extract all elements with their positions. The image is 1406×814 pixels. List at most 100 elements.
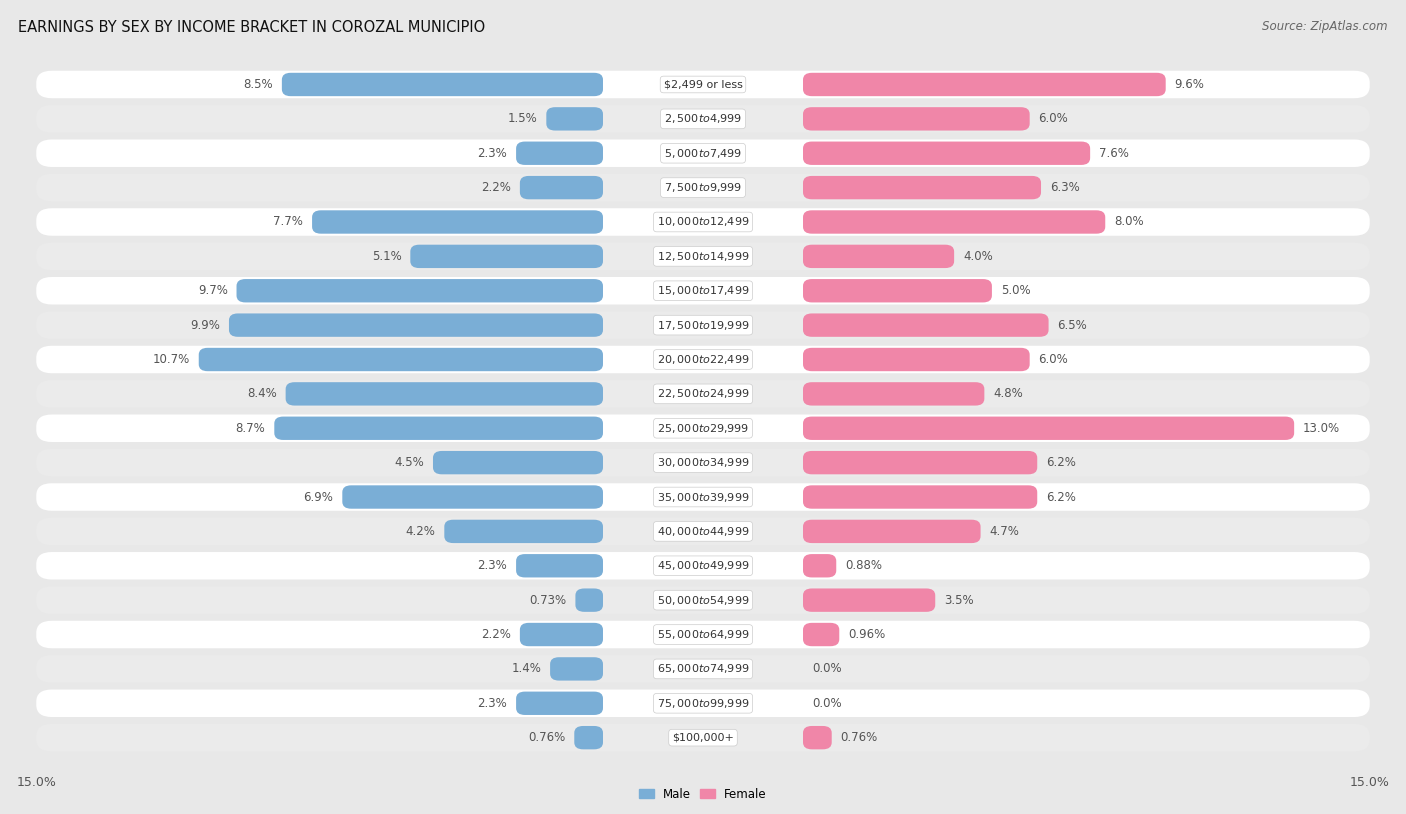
Text: 2.3%: 2.3%: [478, 147, 508, 160]
Text: 0.96%: 0.96%: [848, 628, 886, 641]
FancyBboxPatch shape: [803, 383, 984, 405]
Text: 8.4%: 8.4%: [247, 387, 277, 400]
FancyBboxPatch shape: [37, 243, 1369, 270]
Text: 0.76%: 0.76%: [529, 731, 565, 744]
FancyBboxPatch shape: [803, 485, 1038, 509]
FancyBboxPatch shape: [803, 589, 935, 612]
FancyBboxPatch shape: [803, 313, 1049, 337]
FancyBboxPatch shape: [803, 417, 1294, 440]
Text: $45,000 to $49,999: $45,000 to $49,999: [657, 559, 749, 572]
Text: Source: ZipAtlas.com: Source: ZipAtlas.com: [1263, 20, 1388, 33]
FancyBboxPatch shape: [803, 72, 1166, 96]
FancyBboxPatch shape: [37, 449, 1369, 476]
Text: 8.0%: 8.0%: [1114, 216, 1143, 229]
Text: 2.2%: 2.2%: [481, 628, 510, 641]
Text: $15,000 to $17,499: $15,000 to $17,499: [657, 284, 749, 297]
Text: 6.9%: 6.9%: [304, 491, 333, 504]
FancyBboxPatch shape: [803, 107, 1029, 130]
FancyBboxPatch shape: [803, 519, 980, 543]
Text: 9.6%: 9.6%: [1174, 78, 1205, 91]
FancyBboxPatch shape: [574, 726, 603, 750]
Text: 6.3%: 6.3%: [1050, 182, 1080, 194]
Text: $10,000 to $12,499: $10,000 to $12,499: [657, 216, 749, 229]
Text: 7.6%: 7.6%: [1099, 147, 1129, 160]
Text: $100,000+: $100,000+: [672, 733, 734, 742]
FancyBboxPatch shape: [803, 176, 1040, 199]
FancyBboxPatch shape: [37, 586, 1369, 614]
FancyBboxPatch shape: [803, 245, 955, 268]
FancyBboxPatch shape: [575, 589, 603, 612]
FancyBboxPatch shape: [37, 346, 1369, 374]
Text: 4.7%: 4.7%: [990, 525, 1019, 538]
FancyBboxPatch shape: [37, 552, 1369, 580]
Text: 5.0%: 5.0%: [1001, 284, 1031, 297]
Text: 9.9%: 9.9%: [190, 318, 221, 331]
FancyBboxPatch shape: [37, 380, 1369, 408]
FancyBboxPatch shape: [803, 348, 1029, 371]
FancyBboxPatch shape: [520, 623, 603, 646]
FancyBboxPatch shape: [803, 726, 832, 750]
Text: $17,500 to $19,999: $17,500 to $19,999: [657, 318, 749, 331]
FancyBboxPatch shape: [198, 348, 603, 371]
Text: 4.0%: 4.0%: [963, 250, 993, 263]
Text: $35,000 to $39,999: $35,000 to $39,999: [657, 491, 749, 504]
FancyBboxPatch shape: [516, 142, 603, 165]
FancyBboxPatch shape: [444, 519, 603, 543]
FancyBboxPatch shape: [312, 210, 603, 234]
FancyBboxPatch shape: [516, 554, 603, 577]
Text: 0.76%: 0.76%: [841, 731, 877, 744]
Text: $40,000 to $44,999: $40,000 to $44,999: [657, 525, 749, 538]
Text: 4.8%: 4.8%: [993, 387, 1024, 400]
FancyBboxPatch shape: [803, 623, 839, 646]
Text: $55,000 to $64,999: $55,000 to $64,999: [657, 628, 749, 641]
Text: 6.5%: 6.5%: [1057, 318, 1087, 331]
FancyBboxPatch shape: [433, 451, 603, 475]
Text: 0.0%: 0.0%: [811, 663, 842, 676]
Text: $20,000 to $22,499: $20,000 to $22,499: [657, 353, 749, 366]
Text: 0.88%: 0.88%: [845, 559, 882, 572]
Text: $25,000 to $29,999: $25,000 to $29,999: [657, 422, 749, 435]
Text: 8.5%: 8.5%: [243, 78, 273, 91]
FancyBboxPatch shape: [37, 277, 1369, 304]
Text: 6.2%: 6.2%: [1046, 456, 1076, 469]
FancyBboxPatch shape: [37, 208, 1369, 236]
FancyBboxPatch shape: [37, 312, 1369, 339]
Text: 3.5%: 3.5%: [945, 593, 974, 606]
FancyBboxPatch shape: [37, 518, 1369, 545]
Text: 10.7%: 10.7%: [153, 353, 190, 366]
FancyBboxPatch shape: [37, 139, 1369, 167]
FancyBboxPatch shape: [236, 279, 603, 303]
FancyBboxPatch shape: [37, 724, 1369, 751]
FancyBboxPatch shape: [281, 72, 603, 96]
FancyBboxPatch shape: [547, 107, 603, 130]
Text: 13.0%: 13.0%: [1303, 422, 1340, 435]
Text: 2.3%: 2.3%: [478, 559, 508, 572]
Text: 5.1%: 5.1%: [371, 250, 402, 263]
Text: 4.2%: 4.2%: [405, 525, 436, 538]
Text: $75,000 to $99,999: $75,000 to $99,999: [657, 697, 749, 710]
Text: $2,499 or less: $2,499 or less: [664, 80, 742, 90]
FancyBboxPatch shape: [37, 174, 1369, 201]
Text: $65,000 to $74,999: $65,000 to $74,999: [657, 663, 749, 676]
Text: 1.4%: 1.4%: [512, 663, 541, 676]
Text: 7.7%: 7.7%: [273, 216, 304, 229]
FancyBboxPatch shape: [37, 689, 1369, 717]
Text: EARNINGS BY SEX BY INCOME BRACKET IN COROZAL MUNICIPIO: EARNINGS BY SEX BY INCOME BRACKET IN COR…: [18, 20, 485, 35]
FancyBboxPatch shape: [37, 655, 1369, 683]
FancyBboxPatch shape: [37, 71, 1369, 98]
Text: 6.0%: 6.0%: [1039, 112, 1069, 125]
Text: $12,500 to $14,999: $12,500 to $14,999: [657, 250, 749, 263]
FancyBboxPatch shape: [37, 414, 1369, 442]
FancyBboxPatch shape: [803, 279, 991, 303]
Text: 0.0%: 0.0%: [811, 697, 842, 710]
FancyBboxPatch shape: [803, 210, 1105, 234]
Text: $50,000 to $54,999: $50,000 to $54,999: [657, 593, 749, 606]
FancyBboxPatch shape: [803, 142, 1090, 165]
Text: $7,500 to $9,999: $7,500 to $9,999: [664, 182, 742, 194]
Text: 0.73%: 0.73%: [530, 593, 567, 606]
Text: 6.2%: 6.2%: [1046, 491, 1076, 504]
Text: $5,000 to $7,499: $5,000 to $7,499: [664, 147, 742, 160]
Text: 2.2%: 2.2%: [481, 182, 510, 194]
FancyBboxPatch shape: [285, 383, 603, 405]
FancyBboxPatch shape: [37, 484, 1369, 510]
